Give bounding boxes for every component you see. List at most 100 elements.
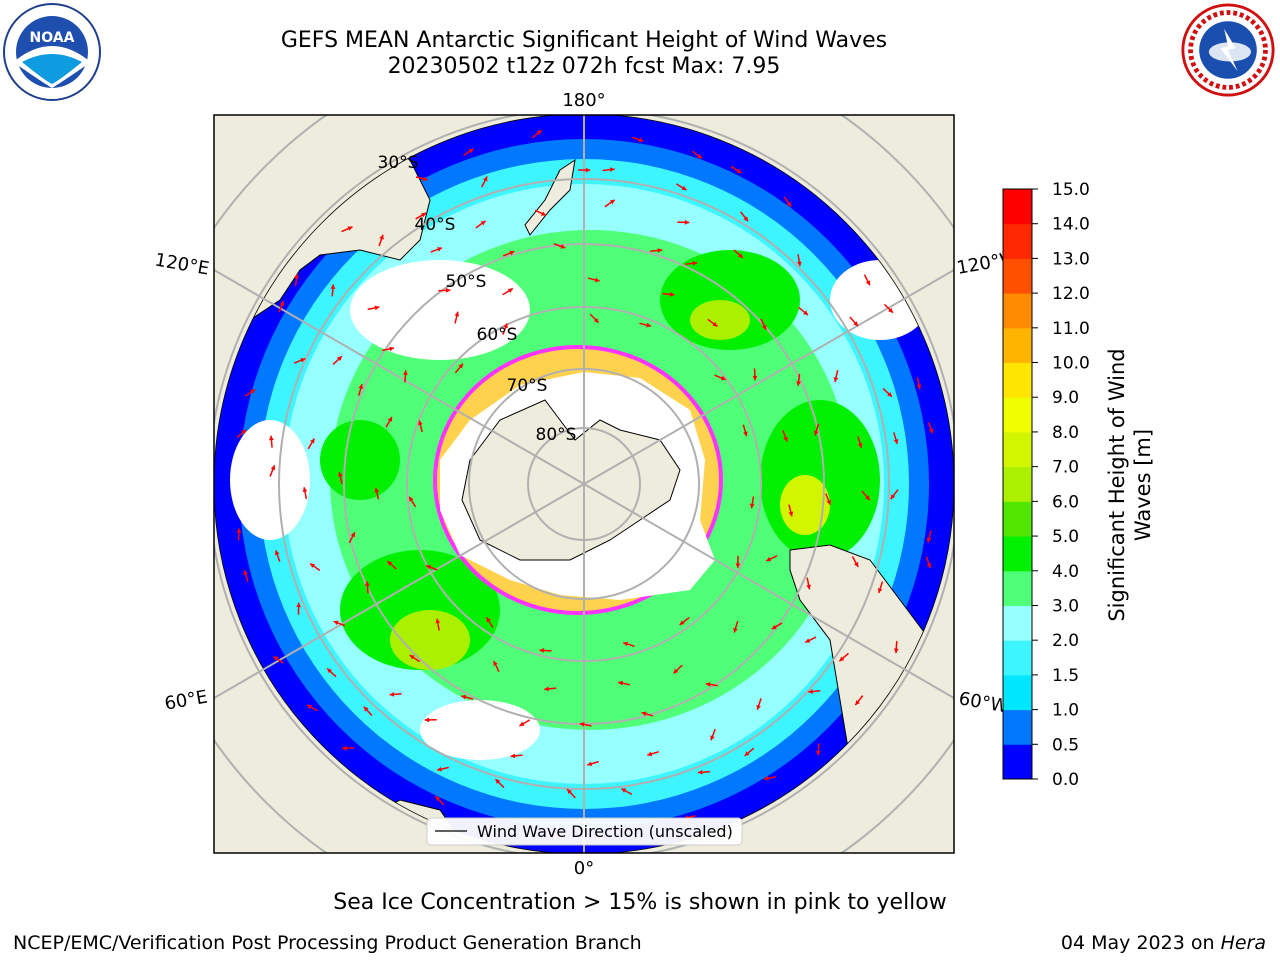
wave-arrow-head bbox=[424, 717, 430, 723]
colorbar-tick-label: 7.0 bbox=[1052, 458, 1079, 478]
wave-arrow-head bbox=[374, 305, 380, 311]
wave-arrow-head bbox=[306, 704, 312, 710]
wave-arrow-head bbox=[764, 775, 769, 781]
nws-logo-icon bbox=[1181, 3, 1275, 97]
colorbar-tick-label: 13.0 bbox=[1052, 249, 1090, 269]
wave-arrow-head bbox=[893, 438, 899, 444]
colorbar-segment bbox=[1003, 674, 1032, 711]
colorbar-tick-label: 12.0 bbox=[1052, 284, 1090, 304]
wave-arrow-head bbox=[333, 620, 339, 626]
wave-arrow-head bbox=[669, 292, 675, 297]
wave-arrow-head bbox=[887, 391, 892, 397]
wave-arrow-head bbox=[839, 656, 845, 662]
colorbar-label-line1: Significant Height of Wind bbox=[1105, 348, 1129, 621]
wave-arrow-head bbox=[826, 499, 831, 505]
colorbar-tick-label: 5.0 bbox=[1052, 527, 1079, 547]
wave-arrow-head bbox=[374, 487, 380, 493]
wave-arrow-head bbox=[294, 273, 299, 279]
wave-arrow-head bbox=[241, 429, 247, 435]
wave-arrow-head bbox=[926, 537, 932, 543]
wave-arrow-head bbox=[342, 745, 347, 751]
colorbar-label-line2: Waves [m] bbox=[1131, 429, 1155, 541]
wave-arrow-head bbox=[814, 430, 819, 436]
wave-arrow-head bbox=[756, 704, 761, 710]
wave-arrow-head bbox=[480, 220, 486, 226]
wave-arrow-head bbox=[865, 280, 871, 286]
colorbar-segment bbox=[1003, 362, 1032, 398]
lon-label-60w: 60°W bbox=[957, 688, 1010, 717]
wave-arrow-head bbox=[928, 428, 934, 434]
wave-arrow-head bbox=[409, 655, 415, 660]
wave-arrow-head bbox=[786, 201, 792, 207]
wave-arrow-head bbox=[805, 638, 811, 643]
colorbar-tick-label: 4.0 bbox=[1052, 562, 1079, 582]
lon-label-0: 0° bbox=[574, 858, 594, 879]
wave-arrow-head bbox=[720, 375, 726, 381]
wave-arrow-head bbox=[766, 556, 772, 562]
wave-arrow-head bbox=[468, 148, 474, 154]
wave-arrow-head bbox=[493, 660, 498, 666]
lat-label-80: 80°S bbox=[536, 425, 577, 445]
wave-arrow-head bbox=[853, 561, 859, 567]
colorbar-segment bbox=[1003, 223, 1032, 259]
wave-arrow-head bbox=[743, 431, 748, 437]
wave-arrow-head bbox=[733, 627, 738, 633]
wave-arrow-head bbox=[926, 563, 932, 569]
chart-title: GEFS MEAN Antarctic Significant Height o… bbox=[280, 28, 888, 53]
wave-arrow-head bbox=[358, 384, 364, 390]
legend-label: Wind Wave Direction (unscaled) bbox=[477, 822, 733, 841]
wave-arrow-head bbox=[815, 750, 821, 756]
wave-arrow-head bbox=[337, 472, 343, 477]
lon-label-60e: 60°E bbox=[163, 686, 209, 714]
wave-arrow-head bbox=[379, 234, 384, 240]
colorbar-segment bbox=[1003, 466, 1032, 502]
wave-arrow-head bbox=[803, 310, 809, 316]
colorbar-tick-label: 0.5 bbox=[1052, 735, 1079, 755]
wave-arrow-head bbox=[274, 550, 280, 556]
wave-arrow-head bbox=[536, 130, 542, 135]
wave-arrow-head bbox=[697, 153, 702, 159]
wave-arrow-head bbox=[363, 706, 369, 712]
wave-arrow-head bbox=[587, 761, 593, 767]
colorbar-tick-label: 2.0 bbox=[1052, 631, 1079, 651]
sea-ice-note: Sea Ice Concentration > 15% is shown in … bbox=[333, 890, 947, 915]
wave-arrow-head bbox=[437, 247, 443, 252]
wave-arrow-head bbox=[279, 301, 285, 306]
wave-arrow-head bbox=[609, 167, 615, 173]
lat-label-40: 40°S bbox=[415, 215, 456, 235]
wave-arrow-head bbox=[250, 389, 256, 394]
wave-arrow-head bbox=[796, 381, 801, 386]
wave-arrow-head bbox=[738, 253, 743, 258]
wave-arrow-head bbox=[300, 358, 306, 363]
wave-arrow-head bbox=[458, 363, 463, 369]
colorbar-tick-label: 1.0 bbox=[1052, 701, 1079, 721]
wave-arrow-head bbox=[560, 244, 566, 249]
wave-arrow-head bbox=[503, 323, 508, 329]
lon-label-120e: 120°E bbox=[153, 249, 211, 279]
colorbar-tick-label: 8.0 bbox=[1052, 423, 1079, 443]
wave-arrow-head bbox=[806, 584, 811, 590]
date-value: 04 May 2023 on bbox=[1060, 932, 1215, 954]
wave-arrow-head bbox=[796, 261, 802, 267]
wave-arrow-head bbox=[435, 796, 441, 802]
colorbar-frame bbox=[1002, 188, 1033, 780]
wave-arrow-head bbox=[296, 602, 302, 608]
wave-arrow-head bbox=[387, 416, 392, 422]
wave-arrow-head bbox=[877, 588, 883, 593]
colorbar-segment bbox=[1003, 258, 1032, 294]
wave-arrow-head bbox=[808, 689, 814, 694]
lat-label-50: 50°S bbox=[446, 272, 487, 292]
colorbar-tick-label: 9.0 bbox=[1052, 388, 1079, 408]
wave-arrow-head bbox=[387, 561, 393, 566]
colorbar-tick-label: 11.0 bbox=[1052, 319, 1090, 339]
colorbar-tick-label: 14.0 bbox=[1052, 215, 1090, 235]
wave-arrow-head bbox=[422, 176, 428, 182]
colorbar-segment bbox=[1003, 431, 1032, 468]
wave-arrow-head bbox=[337, 356, 342, 362]
wave-arrow-head bbox=[270, 465, 276, 471]
colorbar-tick-label: 0.0 bbox=[1052, 770, 1079, 790]
colorbar-segment bbox=[1003, 397, 1032, 433]
wave-arrow-head bbox=[681, 185, 687, 191]
wave-arrow-head bbox=[269, 435, 274, 441]
